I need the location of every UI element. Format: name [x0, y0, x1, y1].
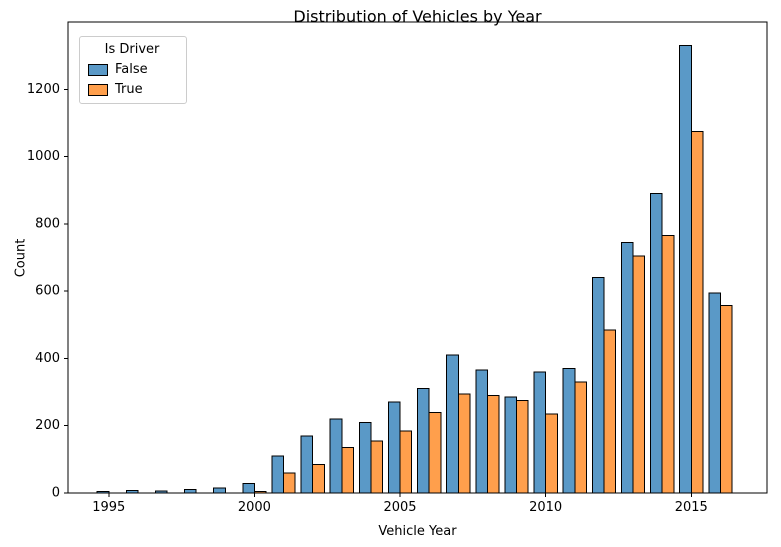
bar-true-2014 — [661, 235, 675, 494]
bar-true-2005 — [399, 430, 413, 494]
x-tick-label: 2015 — [675, 500, 708, 515]
y-tick-label: 600 — [35, 284, 60, 299]
bar-true-2007 — [457, 393, 471, 494]
bar-false-2009 — [504, 396, 518, 494]
y-tick-label: 200 — [35, 418, 60, 433]
bar-false-2013 — [620, 241, 634, 494]
legend-title: Is Driver — [104, 42, 160, 57]
legend-label-false: False — [115, 62, 148, 77]
bar-false-2007 — [446, 354, 459, 494]
bar-true-2010 — [545, 413, 558, 494]
bar-false-1998 — [184, 489, 197, 494]
bar-false-1999 — [213, 487, 226, 494]
x-tick-label: 2000 — [238, 500, 271, 515]
x-tick-label: 2010 — [529, 500, 562, 515]
legend-label-true: True — [115, 82, 143, 97]
y-tick-label: 1200 — [27, 82, 60, 97]
y-tick-label: 0 — [52, 486, 60, 501]
legend: Is Driver False True — [79, 36, 187, 104]
bar-true-2004 — [370, 440, 384, 494]
bar-false-2014 — [650, 193, 663, 494]
bar-false-2003 — [329, 418, 343, 494]
bar-false-2010 — [533, 371, 547, 494]
bar-true-2002 — [312, 463, 325, 494]
bar-false-2002 — [300, 435, 314, 494]
legend-item-false: False — [88, 62, 176, 77]
legend-swatch-false — [88, 63, 108, 76]
x-tick-label: 1995 — [92, 500, 125, 515]
bar-false-2000 — [242, 483, 256, 494]
bar-true-2008 — [486, 394, 500, 494]
bar-true-2013 — [632, 255, 646, 494]
bar-true-2015 — [690, 130, 704, 494]
bar-true-2006 — [428, 411, 442, 494]
legend-item-true: True — [88, 82, 176, 97]
bar-false-2005 — [387, 401, 401, 494]
y-axis-label: Count — [13, 238, 29, 278]
bar-false-2015 — [679, 45, 692, 494]
y-tick-label: 800 — [35, 216, 60, 231]
bar-true-2012 — [603, 329, 617, 494]
bar-true-2009 — [516, 400, 529, 494]
bar-false-2011 — [562, 368, 576, 494]
bar-true-2001 — [283, 472, 296, 494]
legend-swatch-true — [88, 83, 108, 96]
bar-false-2008 — [475, 369, 488, 494]
bar-false-2012 — [591, 277, 605, 494]
y-tick-label: 400 — [35, 351, 60, 366]
x-tick-label: 2005 — [383, 500, 416, 515]
bar-false-2006 — [417, 388, 430, 494]
bar-true-2016 — [719, 305, 733, 494]
bar-false-2016 — [708, 292, 721, 494]
x-axis-label: Vehicle Year — [378, 524, 457, 539]
axes-spines — [67, 21, 768, 494]
bar-true-2011 — [574, 381, 587, 494]
bar-false-2004 — [358, 421, 372, 494]
chart-title: Distribution of Vehicles by Year — [293, 7, 542, 26]
y-tick-label: 1000 — [27, 149, 60, 164]
bar-false-2001 — [271, 455, 285, 494]
bar-true-2003 — [341, 447, 354, 494]
